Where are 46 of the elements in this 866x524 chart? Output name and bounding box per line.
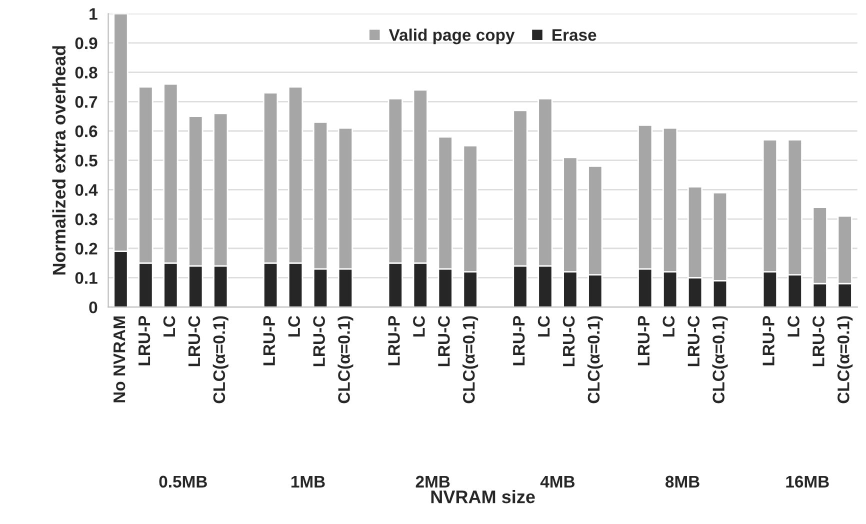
x-tick-label: CLC(α=0.1) <box>212 316 228 404</box>
x-tick-label: LRU-P <box>638 316 650 366</box>
x-tick-label: LRU-C <box>438 316 450 366</box>
x-tick-label: CLC(α=0.1) <box>587 316 603 404</box>
text: 4MB <box>540 476 575 488</box>
x-tick-label: No NVRAM <box>114 316 126 402</box>
legend-label: Valid page copy <box>388 28 515 44</box>
y-tick-label: 0.9 <box>75 37 98 50</box>
x-tick-label: LRU-P <box>513 316 525 366</box>
x-tick-label: CLC(α=0.1) <box>338 316 354 404</box>
x-tick-label: LC <box>788 316 800 336</box>
y-tick-label: 0.8 <box>75 66 98 79</box>
y-tick-label: 0.6 <box>75 125 98 138</box>
text: 2MB <box>416 476 450 488</box>
y-tick-label: 0.1 <box>75 272 98 284</box>
y-tick-label: 0.2 <box>75 242 98 255</box>
x-tick-label: LRU-C <box>313 316 325 366</box>
x-tick-label: LC <box>288 316 300 336</box>
x-tick-label: LRU-C <box>812 316 824 366</box>
y-tick-label: 0.5 <box>75 154 98 167</box>
text: 0.5MB <box>159 476 207 488</box>
text: 8MB <box>665 476 700 488</box>
text: 1MB <box>291 476 325 488</box>
y-axis-title: Normalized extra overhead <box>52 46 66 275</box>
x-tick-label: LRU-P <box>762 316 774 366</box>
x-tick-label: LRU-C <box>188 316 200 366</box>
text: 16MB <box>786 476 829 488</box>
x-tick-label: LC <box>413 316 425 336</box>
y-tick-label: 0 <box>89 301 98 314</box>
x-axis-title: NVRAM size <box>431 490 535 504</box>
y-tick-label: 0.3 <box>75 213 98 226</box>
x-tick-label: CLC(α=0.1) <box>837 316 853 404</box>
y-tick-label: 0.4 <box>75 184 98 196</box>
legend-label: Erase <box>552 29 596 41</box>
x-tick-label: LRU-P <box>138 316 150 366</box>
x-tick-label: LRU-C <box>688 316 700 366</box>
x-tick-label: LRU-C <box>562 316 575 366</box>
y-tick-label: 1 <box>90 8 98 20</box>
x-tick-label: LC <box>662 316 675 336</box>
x-tick-label: LC <box>538 316 550 336</box>
x-tick-label: LRU-P <box>263 316 276 366</box>
y-tick-label: 0.7 <box>75 96 98 108</box>
x-tick-label: LRU-P <box>388 316 400 366</box>
x-tick-label: CLC(α=0.1) <box>712 316 728 404</box>
x-tick-label: CLC(α=0.1) <box>462 316 478 404</box>
x-tick-label: LC <box>163 316 176 336</box>
